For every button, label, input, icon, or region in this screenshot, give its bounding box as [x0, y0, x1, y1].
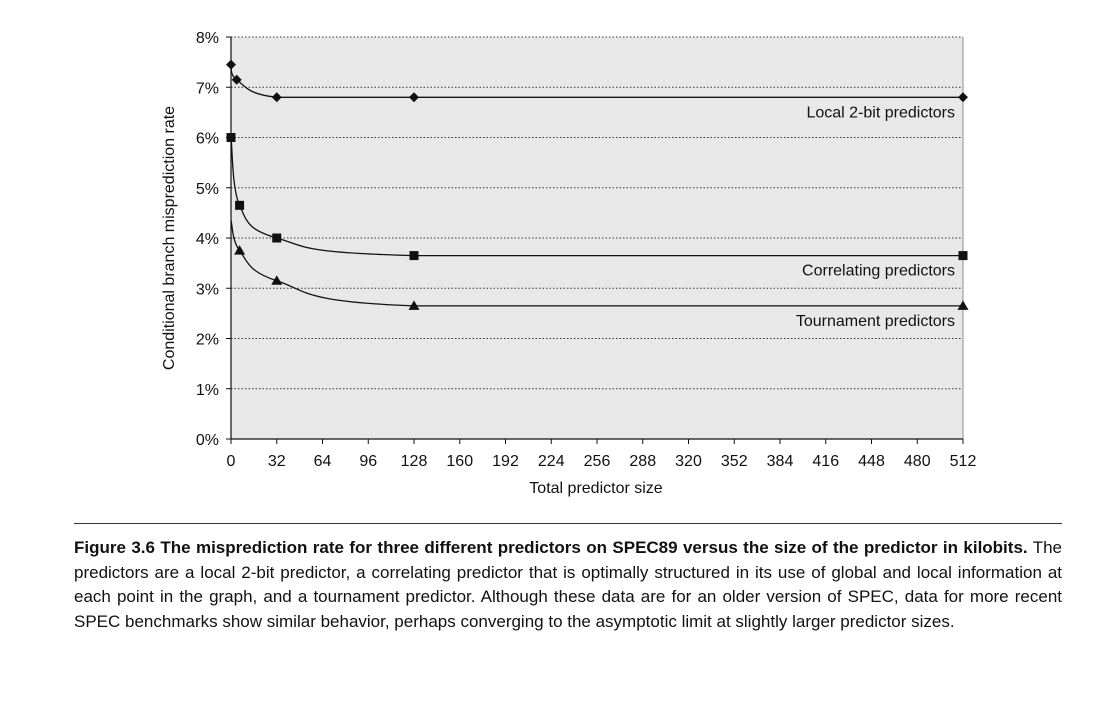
x-tick-label: 192: [492, 453, 519, 470]
x-tick-label: 96: [359, 453, 377, 470]
caption-label: Figure 3.6: [74, 538, 155, 557]
y-tick-label: 3%: [196, 281, 219, 298]
y-tick-label: 5%: [196, 181, 219, 198]
y-tick-label: 6%: [196, 131, 219, 148]
data-point-square: [272, 233, 282, 243]
series-labels: Local 2-bit predictors Correlating predic…: [796, 104, 955, 330]
x-tick-label: 288: [629, 453, 656, 470]
figure-caption: Figure 3.6 The misprediction rate for th…: [74, 536, 1062, 634]
y-axis-title: Conditional branch misprediction rate: [161, 106, 178, 370]
x-tick-label: 448: [858, 453, 885, 470]
x-tick-label: 416: [812, 453, 839, 470]
y-tick-label: 1%: [196, 382, 219, 399]
y-tick-label: 8%: [196, 30, 219, 47]
y-tick-label: 2%: [196, 332, 219, 349]
series-markers: [226, 59, 969, 310]
data-point-square: [235, 200, 245, 210]
x-tick-label: 128: [401, 453, 428, 470]
data-point-diamond: [409, 92, 419, 103]
data-point-triangle: [408, 300, 420, 310]
x-tick-label: 64: [314, 453, 332, 470]
data-point-diamond: [958, 92, 968, 103]
data-point-diamond: [226, 59, 236, 70]
x-tick-label: 512: [950, 453, 977, 470]
series-label-0: Local 2-bit predictors: [806, 104, 955, 121]
y-tick-label: 0%: [196, 432, 219, 449]
data-point-square: [226, 133, 236, 142]
x-tick-label: 0: [227, 453, 236, 470]
data-point-diamond: [231, 74, 242, 85]
x-tick-label: 160: [446, 453, 473, 470]
data-point-diamond: [271, 92, 282, 103]
caption-body: The predictors are a local 2-bit predict…: [74, 538, 1062, 631]
x-tick-label: 352: [721, 453, 748, 470]
grid-lines: [231, 36, 963, 390]
y-axis-ticks: 0% 1% 2% 3% 4% 5% 6% 7% 8%: [196, 30, 231, 449]
x-tick-label: 256: [584, 453, 611, 470]
data-point-triangle: [271, 275, 283, 285]
x-axis-ticks: 0 32 64 96 128 160 192 224 256 288 320 352 384 416 448…: [227, 439, 977, 470]
x-tick-label: 32: [268, 453, 286, 470]
chart: 0% 1% 2% 3% 4% 5% 6% 7% 8% 0 32 64 96 128 160 192 224 25…: [161, 30, 977, 497]
data-point-triangle: [957, 300, 969, 310]
x-tick-label: 320: [675, 453, 702, 470]
data-point-square: [958, 251, 968, 261]
x-tick-label: 224: [538, 453, 565, 470]
x-tick-label: 384: [767, 453, 794, 470]
x-axis-title: Total predictor size: [529, 480, 662, 497]
series-label-2: Tournament predictors: [796, 313, 955, 330]
data-point-triangle: [234, 245, 246, 255]
caption-rule: [74, 523, 1062, 524]
caption-title: The misprediction rate for three differe…: [160, 538, 1028, 557]
x-tick-label: 480: [904, 453, 931, 470]
data-point-square: [409, 251, 419, 261]
series-label-1: Correlating predictors: [802, 263, 955, 280]
y-tick-label: 4%: [196, 231, 219, 248]
y-tick-label: 7%: [196, 80, 219, 97]
